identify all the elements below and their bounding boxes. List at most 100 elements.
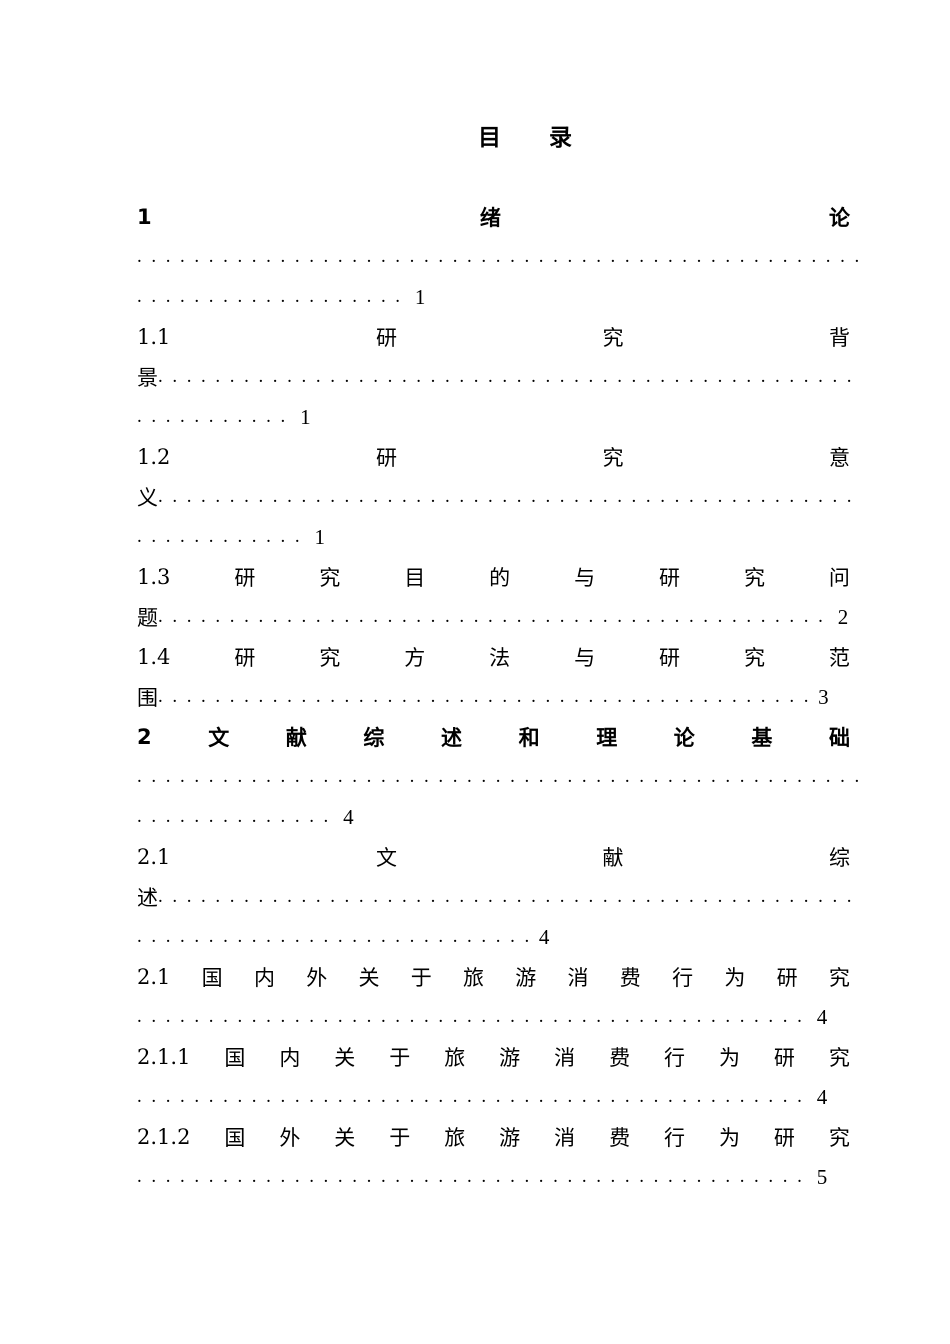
toc-text: 2.1 (137, 965, 171, 989)
dot-leader: ........................................… (158, 486, 862, 507)
toc-text: 消 (554, 1126, 576, 1150)
toc-text: 研 (375, 446, 397, 470)
toc-text: 为 (718, 1126, 740, 1150)
toc-text: 关 (334, 1046, 356, 1070)
toc-text: 义 (137, 486, 158, 510)
page-number: 2 (832, 604, 849, 629)
toc-text: 行 (664, 1126, 686, 1150)
toc-text: 于 (410, 966, 432, 990)
toc-line[interactable]: ........................................… (137, 1157, 850, 1197)
dot-leader: ........... (137, 406, 295, 427)
toc-line[interactable]: 围.......................................… (137, 677, 850, 717)
toc-text: 研 (659, 566, 681, 590)
dot-leader: .............. (137, 806, 338, 827)
toc-text: 究 (743, 646, 765, 670)
toc-text: 究 (743, 566, 765, 590)
toc-line[interactable]: ........................................… (137, 997, 850, 1037)
dot-leader: ........................................… (158, 606, 833, 627)
toc-text: 国 (224, 1046, 246, 1070)
toc-line[interactable]: 2.1 文 献 综 (137, 837, 850, 877)
toc-text: 综 (829, 846, 850, 870)
toc-text: 旅 (463, 966, 484, 990)
toc-text: 内 (253, 966, 275, 990)
toc-line[interactable]: 述.......................................… (137, 877, 852, 917)
dot-leader: ........................................… (137, 766, 869, 787)
page-number: 3 (818, 684, 829, 709)
toc-text: 基 (751, 726, 773, 750)
toc-line[interactable]: .............. 4 (137, 797, 850, 837)
toc-line[interactable]: ........................................… (137, 237, 859, 277)
toc-text: 研 (234, 566, 256, 590)
toc-line[interactable]: 2.1 国 内 外 关 于 旅 游 消 费 行 为 研 究 (137, 957, 850, 997)
toc-text: 景 (137, 366, 158, 390)
toc-text: 费 (609, 1046, 631, 1070)
toc-text: 旅 (444, 1126, 466, 1150)
dot-leader: ........................................… (158, 686, 819, 707)
dot-leader: ........................................… (137, 1006, 812, 1027)
dot-leader: ................... (137, 286, 410, 307)
toc-line[interactable]: 义.......................................… (137, 477, 852, 517)
toc-text: 绪 (479, 206, 501, 230)
toc-line[interactable]: ........................................… (137, 1077, 850, 1117)
toc-text: 究 (319, 566, 341, 590)
toc-text: 国 (201, 966, 223, 990)
toc-line[interactable]: 2.1.2 国 外 关 于 旅 游 消 费 行 为 研 究 (137, 1117, 850, 1157)
toc-text: 意 (829, 446, 850, 470)
toc-text: 献 (602, 846, 624, 870)
page-number: 4 (337, 804, 354, 829)
toc-text: 消 (554, 1046, 576, 1070)
toc-text: 研 (776, 966, 798, 990)
toc-text: 究 (828, 1126, 850, 1150)
toc-text: 费 (609, 1126, 631, 1150)
toc-line[interactable]: 1.2 研 究 意 (137, 437, 850, 477)
toc-text: 题 (137, 606, 158, 630)
toc-line[interactable]: ................... 1 (137, 277, 850, 317)
toc-line[interactable]: 景.......................................… (137, 357, 852, 397)
toc-line[interactable]: 题.......................................… (137, 597, 850, 637)
toc-text: 论 (673, 726, 695, 750)
toc-line[interactable]: ........... 1 (137, 397, 850, 437)
toc-line[interactable]: 1.4 研 究 方 法 与 研 究 范 (137, 637, 850, 677)
toc-text: 2.1 (137, 845, 171, 869)
toc-text: 1.2 (137, 445, 171, 469)
toc-text: 行 (672, 966, 694, 990)
toc-text: 外 (279, 1126, 301, 1150)
page-number: 1 (294, 404, 311, 429)
toc-line[interactable]: 1.1 研 究 背 (137, 317, 850, 357)
dot-leader: ........................................… (158, 366, 862, 387)
toc-text: 研 (375, 326, 397, 350)
page-number: 1 (409, 284, 426, 309)
toc-text: 1.1 (137, 325, 171, 349)
page-number: 4 (811, 1004, 828, 1029)
toc-text: 方 (404, 646, 426, 670)
toc-text: 国 (224, 1126, 246, 1150)
toc-text: 关 (358, 966, 380, 990)
toc-line[interactable]: ............ 1 (137, 517, 850, 557)
toc-text: 2.1.1 (137, 1045, 191, 1069)
toc-text: 研 (659, 646, 681, 670)
toc-line[interactable]: ............................ 4 (137, 917, 850, 957)
page-number: 5 (811, 1164, 828, 1189)
toc-line[interactable]: 1.3 研 究 目 的 与 研 究 问 (137, 557, 850, 597)
toc-text: 目 (404, 566, 426, 590)
toc-line[interactable]: 1 绪 论 (137, 197, 850, 237)
toc-line[interactable]: 2.1.1 国 内 关 于 旅 游 消 费 行 为 研 究 (137, 1037, 850, 1077)
dot-leader: ........................................… (137, 246, 869, 267)
toc-text: 理 (596, 726, 618, 750)
toc-text: 游 (499, 1126, 521, 1150)
toc-text: 消 (567, 966, 589, 990)
toc-line[interactable]: 2 文 献 综 述 和 理 论 基 础 (137, 717, 850, 757)
toc-text: 研 (773, 1126, 795, 1150)
toc-text: 为 (724, 966, 746, 990)
toc-text: 2.1.2 (137, 1125, 191, 1149)
toc-text: 究 (602, 446, 624, 470)
toc-text: 的 (489, 566, 511, 590)
toc-text: 于 (389, 1046, 411, 1070)
toc-line[interactable]: ........................................… (137, 757, 859, 797)
toc-text: 外 (306, 966, 328, 990)
toc-text: 游 (515, 966, 537, 990)
page-number: 1 (309, 524, 325, 549)
toc-text: 础 (828, 726, 850, 750)
toc-text: 1 (137, 205, 152, 229)
toc-text: 究 (319, 646, 341, 670)
